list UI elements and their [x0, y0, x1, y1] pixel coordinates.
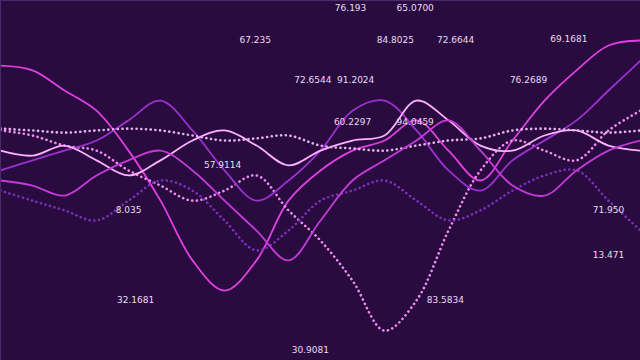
- svg-text:83.5834: 83.5834: [427, 295, 464, 305]
- svg-text:76.193: 76.193: [335, 3, 367, 13]
- svg-text:65.0700: 65.0700: [397, 3, 434, 13]
- svg-text:69.1681: 69.1681: [550, 34, 587, 44]
- svg-text:94.0459: 94.0459: [397, 117, 434, 127]
- svg-text:67.235: 67.235: [239, 35, 271, 45]
- svg-text:60.2297: 60.2297: [334, 117, 371, 127]
- svg-text:72.6544: 72.6544: [294, 75, 331, 85]
- svg-text:32.1681: 32.1681: [117, 295, 154, 305]
- svg-text:72.6644: 72.6644: [437, 35, 474, 45]
- svg-text:13.471: 13.471: [593, 250, 625, 260]
- svg-text:76.2689: 76.2689: [510, 75, 547, 85]
- svg-text:57.9114: 57.9114: [204, 160, 241, 170]
- svg-text:71.950: 71.950: [593, 205, 625, 215]
- svg-text:91.2024: 91.2024: [337, 75, 374, 85]
- svg-text:84.8025: 84.8025: [377, 35, 414, 45]
- svg-text:8.035: 8.035: [116, 205, 142, 215]
- svg-text:30.9081: 30.9081: [292, 345, 329, 355]
